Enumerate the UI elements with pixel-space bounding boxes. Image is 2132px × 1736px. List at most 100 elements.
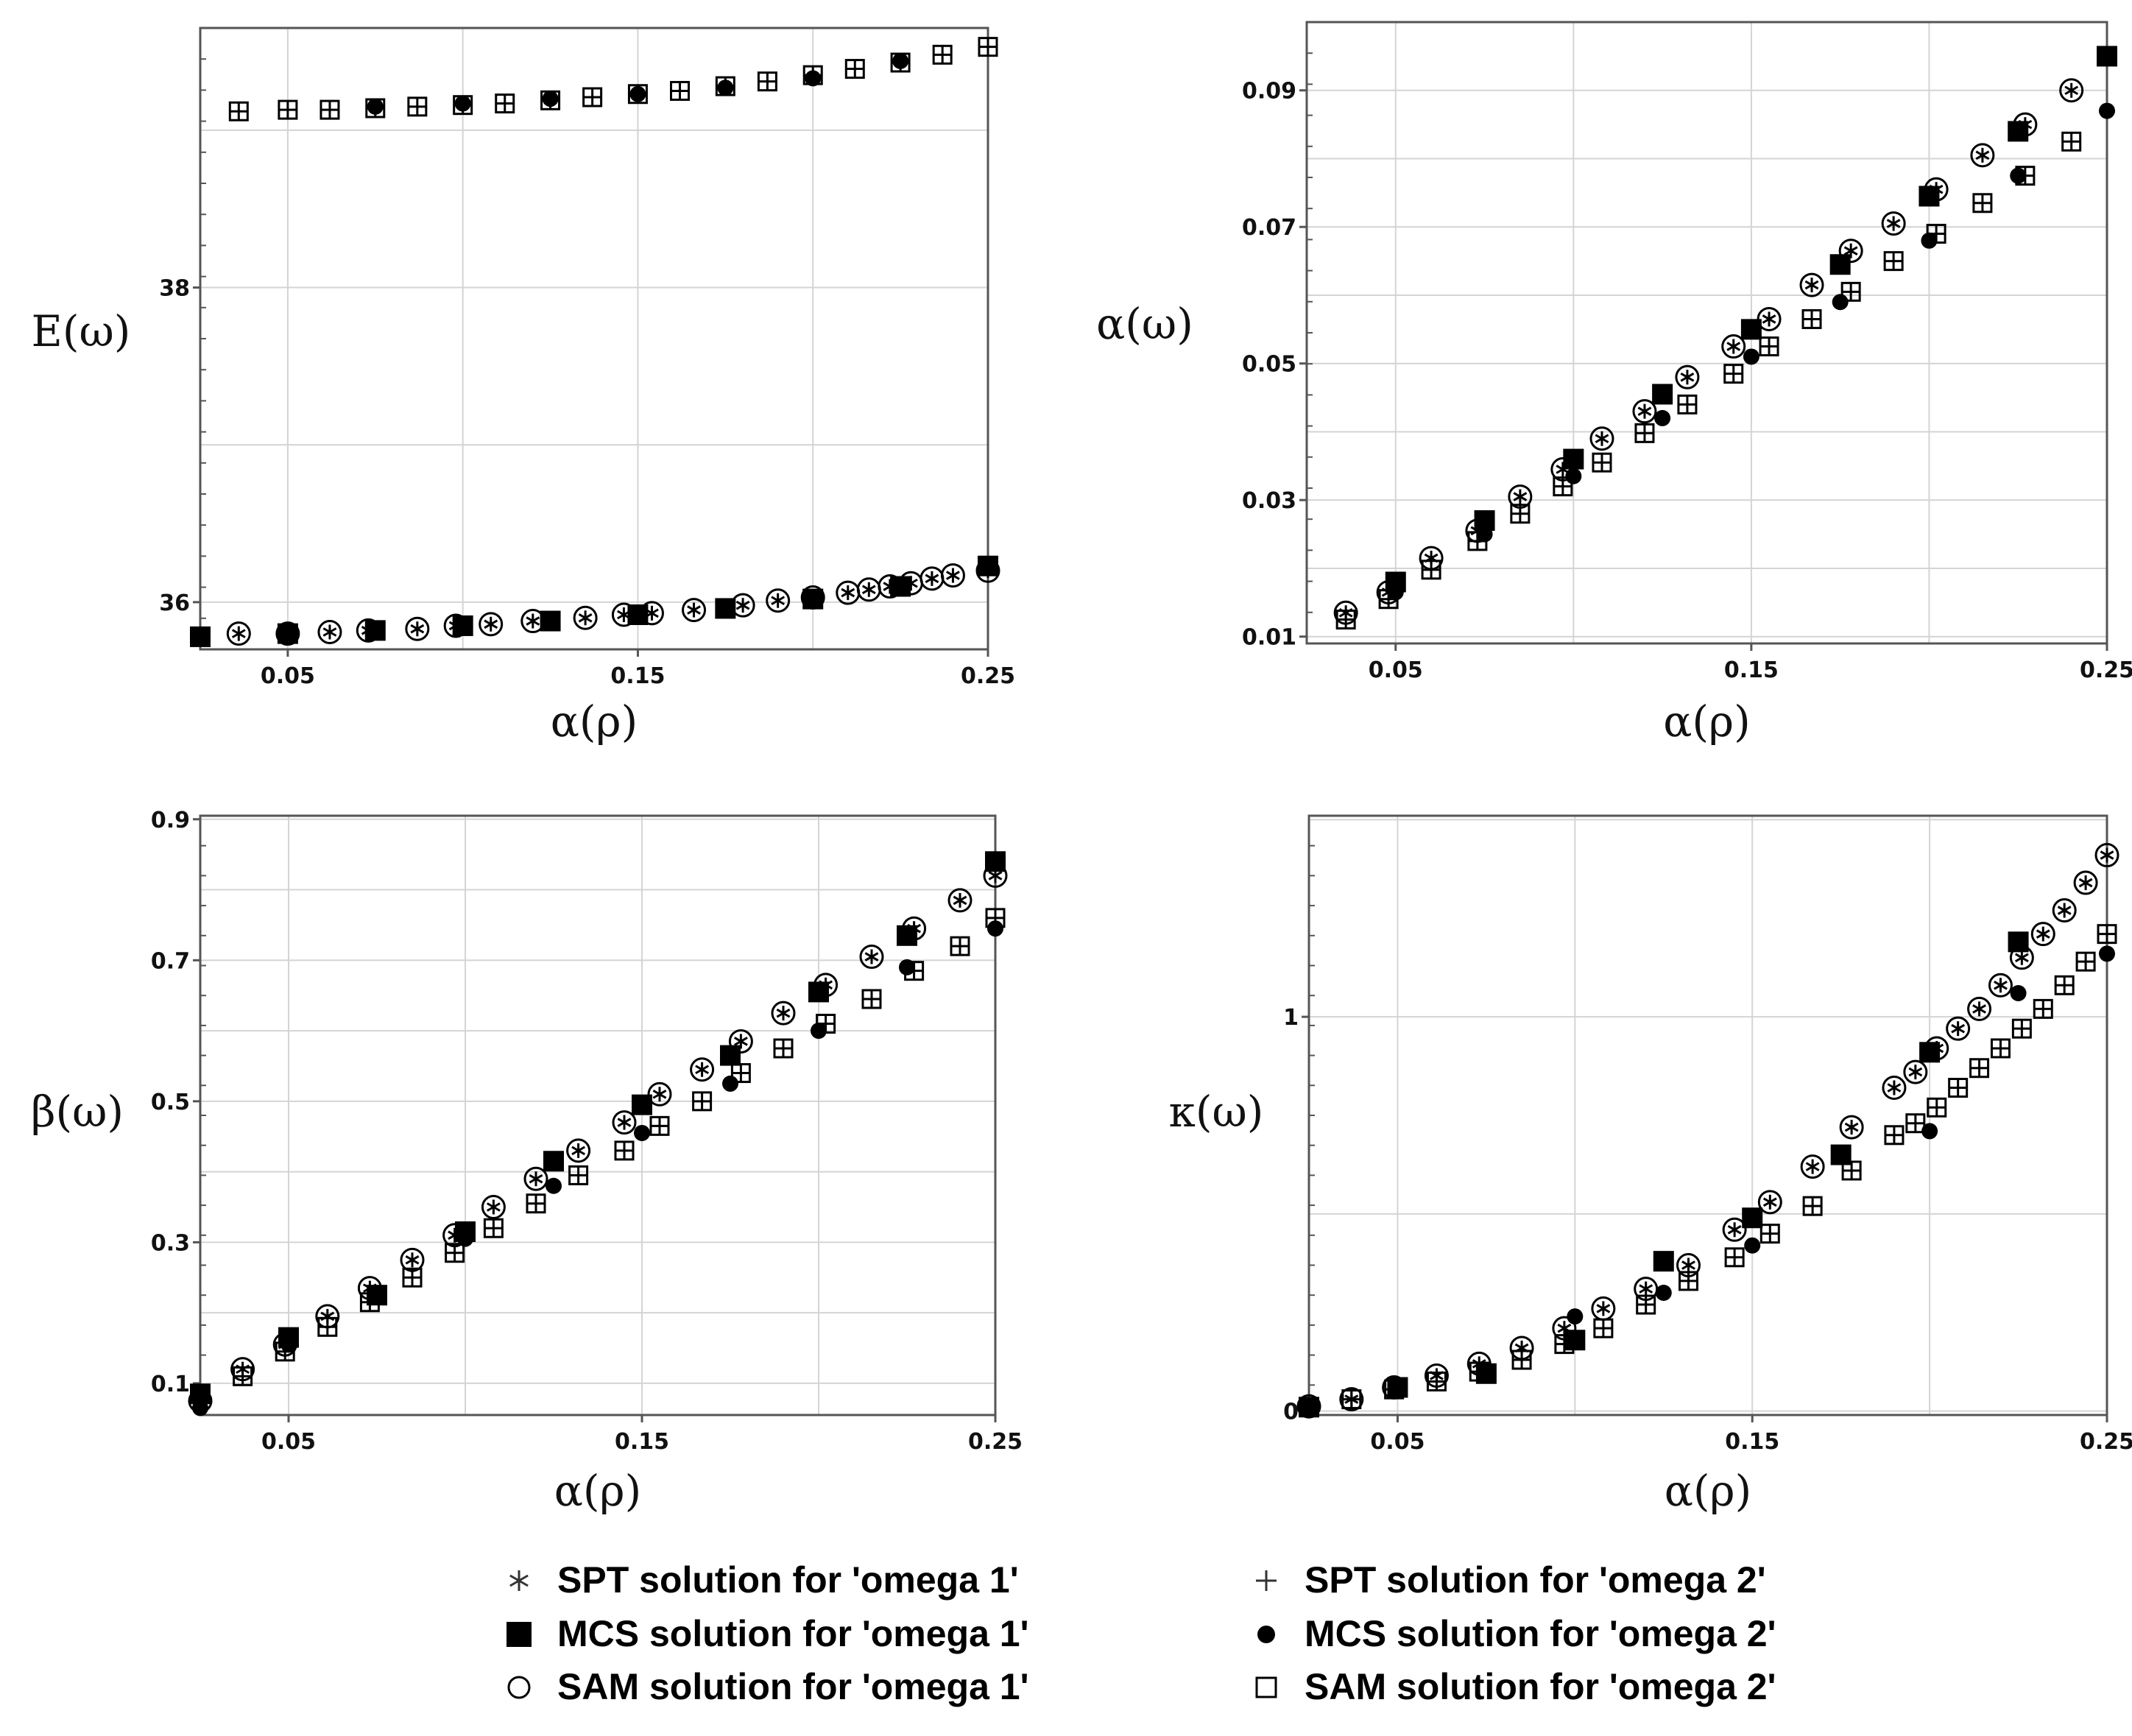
series-plus <box>233 908 1004 1386</box>
data-point-plus <box>1511 504 1529 523</box>
data-point-circle-filled <box>1565 467 1582 484</box>
data-point-circle-filled <box>1921 232 1938 249</box>
y-tick-label: 0.03 <box>1242 488 1296 514</box>
legend-open-square-icon <box>1255 1676 1277 1698</box>
data-point-plus <box>1635 424 1653 442</box>
data-point-star <box>1951 1021 1966 1037</box>
data-point-square <box>1475 1363 1497 1384</box>
data-point-circle-filled <box>1655 1284 1672 1301</box>
data-point-plus <box>1803 310 1821 328</box>
data-point-circle <box>947 888 973 913</box>
data-point-circle <box>2094 843 2119 868</box>
data-point-square <box>1830 1144 1852 1165</box>
legend: SPT solution for 'omega 1' SPT solution f… <box>506 1559 1776 1707</box>
data-point-plus <box>1637 1296 1655 1314</box>
data-point-square <box>1474 510 1495 532</box>
data-point-plus <box>1885 252 1903 270</box>
data-point-circle <box>2059 78 2084 103</box>
data-point-star <box>841 585 855 601</box>
data-point-circle <box>2052 898 2077 923</box>
data-point-plus <box>1760 337 1779 356</box>
x-tick-label: 0.05 <box>1370 1429 1425 1455</box>
series-square-open <box>1335 131 2082 630</box>
data-point-circle <box>1675 364 1700 389</box>
data-point-plus <box>1885 1126 1903 1144</box>
gridlines <box>1307 21 2108 643</box>
data-point-square <box>1652 384 1673 405</box>
data-point-plus <box>1842 283 1860 301</box>
data-point-plus <box>527 1194 545 1213</box>
data-point-square <box>1387 1377 1408 1398</box>
data-point-star <box>1637 403 1652 419</box>
y-axis-label: α(ω) <box>1096 299 1193 349</box>
series-star <box>1338 82 2079 621</box>
data-point-star <box>652 1087 667 1102</box>
data-point-plus <box>1427 1372 1446 1391</box>
data-point-circle <box>771 1001 796 1026</box>
y-tick-label: 36 <box>159 590 190 616</box>
x-tick-label: 0.05 <box>261 1429 316 1455</box>
data-point-square <box>1564 1330 1586 1351</box>
data-point-plus <box>233 1367 252 1386</box>
data-point-plus <box>445 1243 464 1262</box>
y-tick-label: 1 <box>1283 1005 1299 1031</box>
data-point-square <box>715 598 736 619</box>
data-point-circle-filled <box>1832 294 1849 311</box>
data-point-circle <box>1757 1190 1782 1215</box>
series-square <box>190 555 998 647</box>
series-square <box>1299 931 2029 1418</box>
legend-description: solution for 'omega 2' <box>1397 1613 1776 1654</box>
data-point-star <box>1680 370 1695 385</box>
data-point-plus <box>403 1269 421 1287</box>
series-circle-filled <box>192 920 1003 1416</box>
series-square-open <box>233 908 1006 1386</box>
data-point-circle-filled <box>1744 1237 1761 1254</box>
data-point-circle <box>1722 1217 1747 1242</box>
series-circle <box>188 863 1008 1414</box>
data-point-star <box>953 892 967 908</box>
data-point-square <box>1563 448 1584 470</box>
data-point-circle <box>766 588 791 613</box>
series-square-open <box>228 37 998 121</box>
y-tick-label: 0.9 <box>151 808 190 833</box>
x-axis-label: α(ρ) <box>1665 1466 1752 1516</box>
data-point-circle-filled <box>1743 348 1759 365</box>
data-points <box>1333 46 2117 630</box>
data-point-square <box>543 1151 564 1172</box>
data-point-plus <box>2055 976 2074 995</box>
data-point-star <box>925 571 939 586</box>
data-point-star <box>1681 1257 1695 1273</box>
data-point-circle <box>275 621 300 646</box>
data-point-star <box>1908 1065 1923 1080</box>
data-point-plus <box>1949 1079 1967 1097</box>
data-point-circle-filled <box>2099 945 2115 962</box>
series-square-open <box>1341 924 2117 1410</box>
series-circle-filled <box>367 52 909 115</box>
data-point-star <box>1805 1159 1820 1174</box>
legend-item: MCS solution for 'omega 2' <box>1257 1613 1776 1654</box>
x-tick-label: 0.05 <box>1369 657 1423 683</box>
data-point-circle <box>317 619 342 644</box>
data-point-circle-filled <box>546 1177 562 1194</box>
data-point-square <box>277 623 298 644</box>
data-point-circle-filled <box>542 91 559 107</box>
data-point-square <box>808 981 829 1003</box>
data-point-square <box>802 588 824 610</box>
data-point-circle-filled <box>454 95 471 112</box>
data-point-circle-filled <box>899 959 915 975</box>
data-point-plus <box>693 1092 711 1110</box>
y-tick-label: 0.01 <box>1242 625 1296 651</box>
data-point-star <box>776 1006 791 1021</box>
plot-frame <box>1305 21 2108 645</box>
data-points <box>188 851 1008 1416</box>
data-point-star <box>486 1199 501 1215</box>
data-point-circle-filled <box>634 1124 650 1141</box>
data-point-plus <box>320 101 339 119</box>
data-point-circle-filled <box>1654 409 1671 426</box>
data-point-star <box>571 1143 586 1158</box>
series-circle-filled <box>1387 102 2115 601</box>
data-point-square <box>190 626 211 647</box>
legend-description: solution for 'omega 2' <box>1386 1559 1765 1601</box>
data-point-circle <box>1838 239 1863 264</box>
data-point-square <box>1829 254 1851 275</box>
